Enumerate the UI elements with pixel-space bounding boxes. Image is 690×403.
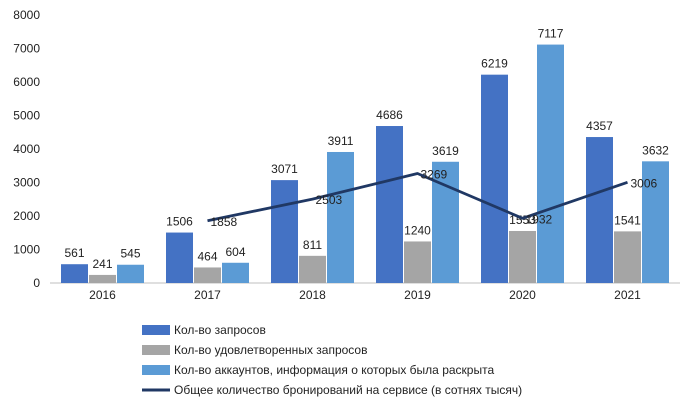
- x-tick-label: 2019: [404, 288, 431, 302]
- bar: [299, 255, 326, 283]
- y-tick-label: 7000: [13, 42, 40, 56]
- bar-data-label: 4686: [376, 108, 403, 122]
- bar-data-label: 7117: [538, 27, 564, 41]
- y-tick-label: 2000: [13, 209, 40, 223]
- bar-data-label: 604: [225, 245, 245, 259]
- x-tick-label: 2021: [614, 288, 641, 302]
- bar: [166, 232, 193, 283]
- bar-data-label: 464: [197, 249, 217, 263]
- bar: [89, 274, 116, 283]
- bar: [509, 230, 536, 283]
- bar: [537, 44, 564, 283]
- line-data-label: 1932: [526, 212, 553, 226]
- legend-label: Кол-во аккаунтов, информация о которых б…: [174, 363, 494, 377]
- bar-data-label: 1506: [166, 215, 193, 229]
- bar-data-label: 3071: [271, 162, 298, 176]
- bar: [586, 137, 613, 283]
- legend-label: Кол-во удовлетворенных запросов: [174, 343, 367, 357]
- line-data-label: 3269: [421, 167, 448, 181]
- x-tick-label: 2017: [194, 288, 221, 302]
- bar-data-label: 6219: [481, 57, 508, 71]
- legend-label: Общее количество бронирований на сервисе…: [174, 383, 522, 397]
- bar-data-label: 561: [64, 246, 84, 260]
- legend-label: Кол-во запросов: [174, 323, 266, 337]
- bar: [642, 161, 669, 283]
- y-tick-label: 1000: [13, 243, 40, 257]
- bar: [117, 264, 144, 283]
- x-tick-label: 2016: [89, 288, 116, 302]
- bar: [222, 262, 249, 283]
- x-tick-label: 2020: [509, 288, 536, 302]
- y-tick-label: 5000: [13, 109, 40, 123]
- line-data-label: 3006: [631, 176, 658, 190]
- x-tick-label: 2018: [299, 288, 326, 302]
- y-tick-label: 8000: [13, 8, 40, 22]
- bar-data-label: 811: [303, 238, 322, 252]
- bar: [404, 241, 431, 283]
- line-data-label: 2503: [316, 193, 343, 207]
- bar-data-label: 3911: [328, 134, 354, 148]
- bar: [614, 231, 641, 283]
- bar-data-label: 3632: [642, 143, 669, 157]
- bar: [481, 74, 508, 283]
- y-tick-label: 3000: [13, 176, 40, 190]
- bar: [376, 126, 403, 283]
- line-series: [207, 172, 628, 223]
- bar: [194, 267, 221, 283]
- line-data-label: 1858: [211, 215, 238, 229]
- bar: [327, 151, 354, 283]
- legend-swatch: [142, 325, 170, 335]
- bar-data-label: 3619: [432, 144, 459, 158]
- y-tick-label: 4000: [13, 142, 40, 156]
- y-tick-label: 6000: [13, 75, 40, 89]
- y-tick-label: 0: [33, 276, 40, 290]
- bar-data-label: 1240: [404, 223, 431, 237]
- legend-swatch: [142, 365, 170, 375]
- bar: [271, 180, 298, 283]
- bar-data-label: 1541: [614, 213, 641, 227]
- bar-data-label: 545: [120, 247, 140, 261]
- legend-swatch: [142, 345, 170, 355]
- bar: [61, 264, 88, 283]
- bar-data-label: 4357: [586, 119, 613, 133]
- bar-data-label: 241: [92, 257, 112, 271]
